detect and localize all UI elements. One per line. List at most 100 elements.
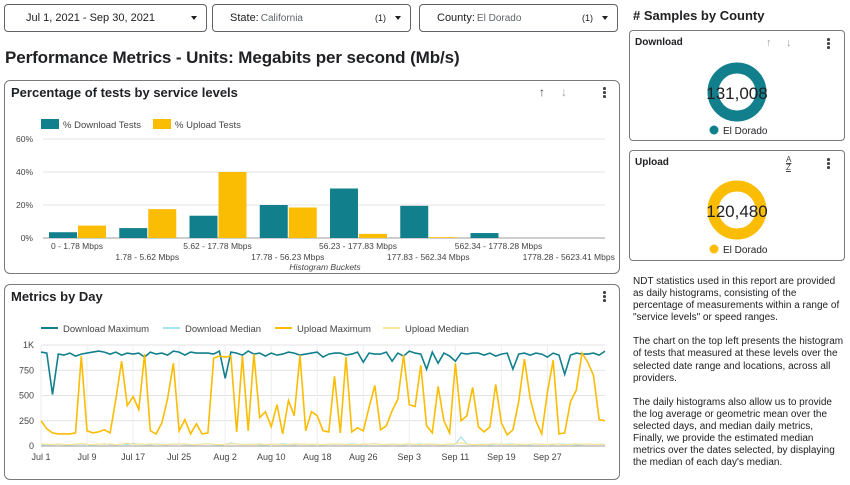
legend-swatch xyxy=(153,119,171,129)
y-tick-label: 500 xyxy=(19,391,34,401)
download-donut-chart: 131,008 El Dorado xyxy=(706,62,768,137)
bar xyxy=(259,205,288,238)
x-tick-label: Aug 10 xyxy=(257,452,286,462)
x-tick-label: Sep 19 xyxy=(487,452,516,462)
series-line xyxy=(40,441,606,446)
bar xyxy=(470,233,499,238)
y-tick-label: 0% xyxy=(21,233,34,243)
x-tick-label: 1778.28 - 5623.41 Mbps xyxy=(523,252,615,262)
upload-legend-dot xyxy=(709,244,719,254)
chevron-down-icon xyxy=(191,16,197,20)
chevron-down-icon xyxy=(395,16,401,20)
y-tick-label: 750 xyxy=(19,365,34,375)
y-tick-label: 0 xyxy=(29,441,34,451)
x-tick-label: Jul 17 xyxy=(121,452,145,462)
download-samples-card: Download ↑ ↓ 131,008 El Dorado xyxy=(629,30,845,141)
bar xyxy=(119,228,148,238)
state-filter[interactable]: State: California (1) xyxy=(212,4,411,32)
x-tick-label: Jul 25 xyxy=(167,452,191,462)
x-tick-label: 17.78 - 56.23 Mbps xyxy=(251,252,324,262)
bar xyxy=(330,188,358,238)
histogram-card: Percentage of tests by service levels ↑ … xyxy=(4,80,620,274)
upload-samples-value: 120,480 xyxy=(706,202,767,221)
county-filter-label: County: xyxy=(437,12,475,24)
upload-samples-title: Upload xyxy=(635,157,669,168)
legend-label: % Upload Tests xyxy=(175,120,241,131)
description-paragraph: NDT statistics used in this report are p… xyxy=(633,276,840,324)
download-samples-title: Download xyxy=(635,37,683,48)
x-tick-label: 1.78 - 5.62 Mbps xyxy=(115,252,179,262)
legend-label: Upload Maximum xyxy=(297,324,371,335)
x-tick-label: Aug 2 xyxy=(213,452,237,462)
more-options-icon[interactable] xyxy=(603,87,606,100)
more-options-icon[interactable] xyxy=(827,38,830,51)
x-tick-label: 562.34 - 1778.28 Mbps xyxy=(455,241,542,251)
x-tick-label: 56.23 - 177.83 Mbps xyxy=(319,241,397,251)
county-filter-count: (1) xyxy=(582,13,593,23)
y-tick-label: 60% xyxy=(16,134,33,144)
x-tick-label: 0 - 1.78 Mbps xyxy=(51,241,103,251)
download-legend-dot xyxy=(709,125,719,135)
x-tick-label: Sep 27 xyxy=(533,452,562,462)
county-filter-value: El Dorado xyxy=(476,12,522,24)
x-tick-label: Sep 11 xyxy=(441,452,469,462)
download-donut-ring xyxy=(707,62,767,122)
description-paragraph: The daily histograms also allow us to pr… xyxy=(633,396,835,469)
y-tick-label: 1K xyxy=(23,340,34,350)
bar xyxy=(49,232,77,238)
sort-descending-icon[interactable]: ↓ xyxy=(786,37,792,49)
legend-label: Download Median xyxy=(185,324,261,335)
report-description: NDT statistics used in this report are p… xyxy=(633,276,845,481)
x-tick-label: Aug 18 xyxy=(303,452,332,462)
bar xyxy=(288,207,317,238)
sort-ascending-icon[interactable]: ↑ xyxy=(539,85,545,99)
date-range-label: Jul 1, 2021 - Sep 30, 2021 xyxy=(26,12,156,24)
x-tick-label: Aug 26 xyxy=(349,452,378,462)
date-range-filter[interactable]: Jul 1, 2021 - Sep 30, 2021 xyxy=(4,4,207,32)
x-tick-label: Jul 1 xyxy=(31,452,50,462)
upload-donut-chart: 120,480 El Dorado xyxy=(706,180,768,256)
x-tick-label: 5.62 - 17.78 Mbps xyxy=(183,241,252,251)
metrics-by-day-card: Metrics by Day 1K 750 500 250 0 Jul 1 Jul 9 Jul… xyxy=(4,284,620,480)
series-line xyxy=(40,350,606,437)
state-filter-label: State: xyxy=(230,12,259,24)
description-paragraph: The chart on the top left presents the h… xyxy=(633,336,844,384)
state-filter-value: California xyxy=(260,12,303,24)
legend-label: Download Maximum xyxy=(63,324,149,335)
upload-legend-label: El Dorado xyxy=(723,245,768,256)
sort-descending-icon[interactable]: ↓ xyxy=(561,85,567,99)
download-samples-value: 131,008 xyxy=(706,84,767,103)
metrics-by-day-title: Metrics by Day xyxy=(11,289,103,304)
upload-donut-ring xyxy=(707,180,767,240)
legend-label: Upload Median xyxy=(405,324,469,335)
more-options-icon[interactable] xyxy=(827,158,830,171)
x-tick-label: 177.83 - 562.34 Mbps xyxy=(387,252,470,262)
y-tick-label: 250 xyxy=(19,416,34,426)
y-tick-label: 40% xyxy=(16,167,33,177)
county-filter[interactable]: County: El Dorado (1) xyxy=(419,4,618,32)
bar xyxy=(429,237,458,238)
y-tick-label: 20% xyxy=(16,200,33,210)
state-filter-count: (1) xyxy=(375,13,386,23)
more-options-icon[interactable] xyxy=(603,291,606,304)
bar xyxy=(78,225,106,238)
bar xyxy=(218,172,247,238)
x-axis-title: Histogram Buckets xyxy=(289,262,361,272)
x-tick-label: Sep 3 xyxy=(398,452,422,462)
page-title: Performance Metrics - Units: Megabits pe… xyxy=(5,48,460,67)
samples-by-county-title: # Samples by County xyxy=(633,8,765,23)
series-line xyxy=(40,349,606,395)
legend-swatch xyxy=(41,119,59,129)
histogram-title: Percentage of tests by service levels xyxy=(11,85,238,100)
histogram-chart: 60% 40% 20% 0% 0 - 1.78 Mbps 1.78 - 5.62 Mbps… xyxy=(16,119,615,272)
sort-ascending-icon[interactable]: ↑ xyxy=(766,37,772,49)
legend-label: % Download Tests xyxy=(63,120,141,131)
bar xyxy=(189,215,218,238)
bar xyxy=(400,205,429,238)
bar xyxy=(359,233,387,238)
download-legend-label: El Dorado xyxy=(723,126,768,137)
x-tick-label: Jul 9 xyxy=(78,452,97,462)
